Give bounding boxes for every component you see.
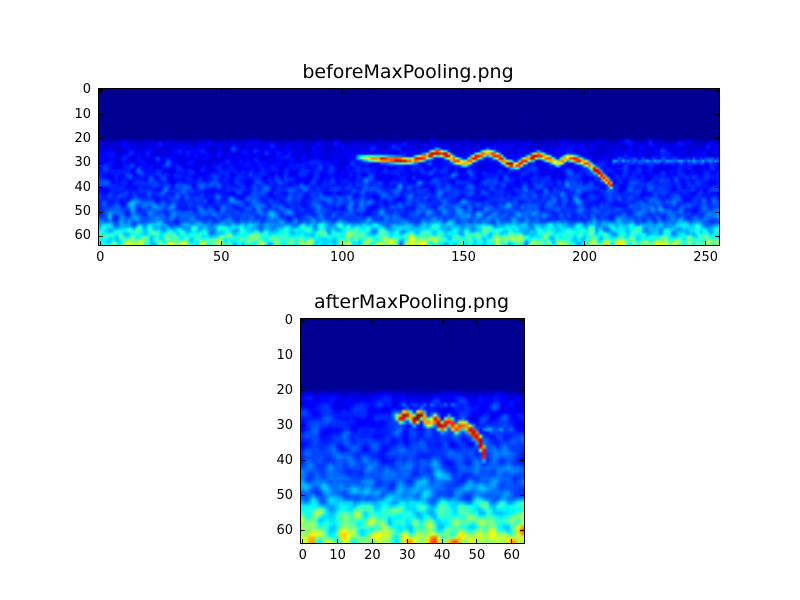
y-tick-label: 40: [74, 179, 91, 195]
x-tick-label: 0: [298, 548, 307, 563]
x-tick-mark-top: [462, 89, 464, 93]
x-tick-mark-bottom: [406, 539, 408, 543]
x-tick-mark-bottom: [371, 539, 373, 543]
x-tick-mark-top: [584, 89, 586, 93]
x-tick-label: 10: [329, 548, 346, 563]
x-tick-mark-top: [371, 319, 373, 323]
x-tick-mark-top: [511, 319, 513, 323]
axes-before: 0 50 100 150 200 250 0 10 20 30 40 50 60: [74, 82, 720, 265]
x-tick-mark-bottom: [511, 539, 513, 543]
x-tick-mark-bottom: [341, 241, 343, 245]
y-tick-label: 30: [276, 417, 293, 433]
plot-title-before: beforeMaxPooling.png: [302, 61, 514, 83]
x-tick-label: 50: [213, 250, 230, 265]
y-tick-mark-right: [715, 211, 719, 213]
y-tick-mark-right: [715, 138, 719, 140]
y-tick-mark-left: [99, 211, 103, 213]
y-tick-mark-right: [520, 495, 524, 497]
y-tick-mark-right: [715, 235, 719, 237]
x-tick-mark-top: [476, 319, 478, 323]
heatmap-canvas-after: [301, 319, 524, 543]
y-tick-mark-right: [520, 425, 524, 427]
y-tick-label: 10: [276, 347, 293, 363]
y-tick-mark-left: [301, 495, 305, 497]
y-tick-mark-right: [715, 162, 719, 164]
x-tick-mark-bottom: [441, 539, 443, 543]
x-tick-label: 50: [468, 548, 486, 563]
y-tick-mark-left: [99, 187, 103, 189]
y-tick-mark-right: [715, 114, 719, 116]
x-tick-label: 0: [96, 250, 105, 265]
y-tick-mark-left: [301, 530, 305, 532]
y-tick-mark-left: [301, 425, 305, 427]
x-tick-mark-bottom: [705, 241, 707, 245]
y-tick-mark-left: [99, 89, 103, 91]
axes-after: 0 10 20 30 40 50 60 0 10 20 30 40 50 60: [276, 313, 525, 563]
x-tick-mark-top: [220, 89, 222, 93]
x-tick-mark-top: [337, 319, 339, 323]
y-tick-mark-left: [301, 355, 305, 357]
y-tick-label: 0: [82, 82, 91, 98]
x-tick-mark-top: [406, 319, 408, 323]
x-tick-mark-bottom: [99, 241, 101, 245]
x-tick-label: 250: [693, 250, 719, 265]
y-tick-label: 40: [276, 452, 293, 468]
x-tick-mark-top: [441, 319, 443, 323]
y-tick-mark-right: [520, 355, 524, 357]
x-tick-mark-bottom: [584, 241, 586, 245]
x-tick-mark-top: [99, 89, 101, 93]
y-tick-mark-left: [99, 162, 103, 164]
y-tick-mark-right: [715, 89, 719, 91]
y-tick-mark-left: [301, 390, 305, 392]
y-tick-label: 50: [276, 487, 293, 503]
y-tick-mark-left: [301, 460, 305, 462]
x-tick-mark-bottom: [302, 539, 304, 543]
x-tick-label: 30: [398, 548, 416, 563]
y-tick-label: 60: [276, 522, 293, 538]
x-tick-mark-bottom: [476, 539, 478, 543]
y-tick-mark-right: [520, 320, 524, 322]
x-tick-mark-bottom: [220, 241, 222, 245]
y-tick-label: 0: [284, 312, 293, 328]
x-tick-mark-top: [341, 89, 343, 93]
y-tick-mark-left: [99, 138, 103, 140]
x-tick-label: 60: [503, 548, 521, 563]
y-tick-label: 30: [74, 155, 91, 171]
x-tick-label: 40: [433, 548, 451, 563]
y-tick-mark-right: [520, 530, 524, 532]
y-tick-mark-left: [99, 114, 103, 116]
y-tick-mark-right: [520, 390, 524, 392]
x-tick-label: 200: [572, 250, 597, 265]
y-tick-label: 20: [276, 382, 293, 398]
y-tick-mark-left: [301, 320, 305, 322]
plot-title-after: afterMaxPooling.png: [313, 291, 510, 313]
y-tick-mark-right: [520, 460, 524, 462]
x-tick-label: 20: [364, 548, 381, 563]
y-tick-label: 10: [74, 106, 91, 122]
x-tick-mark-bottom: [462, 241, 464, 245]
y-tick-label: 50: [74, 204, 91, 220]
y-tick-mark-right: [715, 187, 719, 189]
x-tick-label: 150: [451, 250, 476, 265]
y-tick-label: 20: [74, 130, 91, 146]
x-tick-label: 100: [329, 250, 355, 265]
y-tick-label: 60: [74, 228, 91, 244]
x-tick-mark-top: [705, 89, 707, 93]
heatmap-canvas-before: [99, 89, 719, 245]
y-tick-mark-left: [99, 235, 103, 237]
x-tick-mark-bottom: [337, 539, 339, 543]
